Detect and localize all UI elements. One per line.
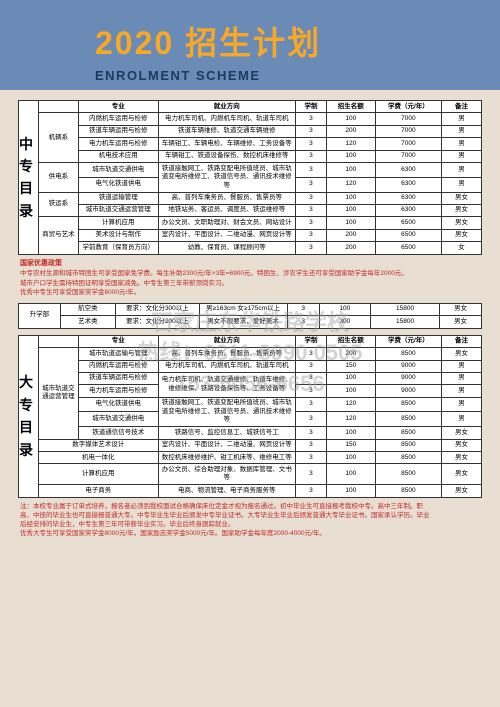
main-title: 2020 招生计划 — [95, 18, 500, 64]
side-label-zz: 中专目录 — [18, 100, 38, 255]
policy-1: 国家优惠政策 中专农村生源和城市特困生可享受国家免学费。每生补助2300元/年×… — [18, 255, 482, 301]
content-area: 中专目录 专业 就业方向 学制 招生名额 学费（元/年） 备注 机辆系内燃机车运… — [0, 90, 500, 550]
sub-title: ENROLMENT SCHEME — [95, 68, 500, 83]
page-header: 2020 招生计划 ENROLMENT SCHEME — [0, 0, 500, 90]
dz-table: 专业 就业方向 学制 招生名额 学费（元/年） 备注 城市轨道交通运营管理城市轨… — [38, 335, 482, 498]
sx-table: 升学部 航空类 要求：文化分300以上 男≥163cm 女≥175cm以上 3 … — [18, 303, 482, 329]
dazhuan-section: 大专目录 专业 就业方向 学制 招生名额 学费（元/年） 备注 城市轨道交通运营… — [18, 335, 482, 498]
zhongzhuan-section: 中专目录 专业 就业方向 学制 招生名额 学费（元/年） 备注 机辆系内燃机车运… — [18, 100, 482, 255]
policy-2: 注：本校专业属于订单式培养，报名者必须到我校面试合格确保床位定金才视为报名通过。… — [18, 498, 482, 542]
side-label-dz: 大专目录 — [18, 335, 38, 498]
zz-table: 专业 就业方向 学制 招生名额 学费（元/年） 备注 机辆系内燃机车运用与检修电… — [38, 100, 482, 255]
